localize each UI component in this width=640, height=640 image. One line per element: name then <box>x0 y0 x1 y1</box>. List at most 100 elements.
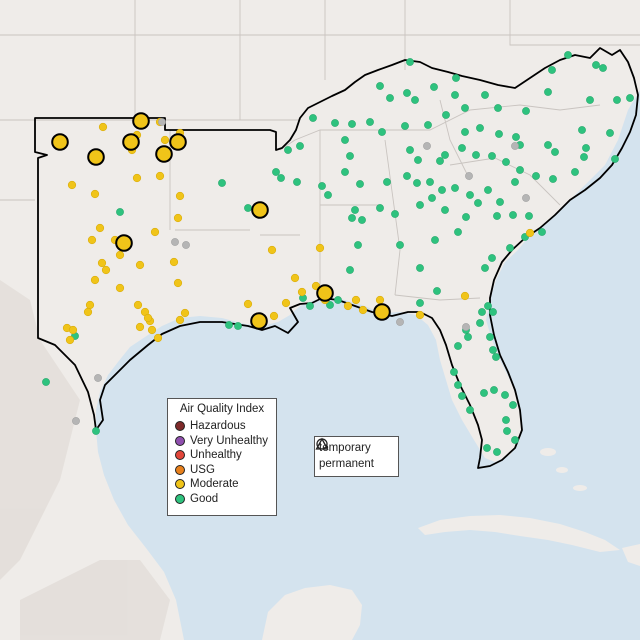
good-monitor[interactable] <box>413 179 421 187</box>
moderate-monitor[interactable] <box>135 260 145 270</box>
good-monitor[interactable] <box>478 308 486 316</box>
good-monitor[interactable] <box>483 444 491 452</box>
good-monitor[interactable] <box>582 144 590 152</box>
good-monitor[interactable] <box>92 427 100 435</box>
moderate-monitor[interactable] <box>415 310 425 320</box>
good-monitor[interactable] <box>426 178 434 186</box>
good-monitor[interactable] <box>234 322 242 330</box>
temporary-monitor-marker[interactable] <box>51 133 69 151</box>
good-monitor[interactable] <box>225 321 233 329</box>
moderate-monitor[interactable] <box>115 283 125 293</box>
moderate-monitor[interactable] <box>150 227 160 237</box>
good-monitor[interactable] <box>548 66 556 74</box>
temporary-monitor-marker[interactable] <box>155 145 173 163</box>
good-monitor[interactable] <box>358 216 366 224</box>
good-monitor[interactable] <box>613 96 621 104</box>
good-monitor[interactable] <box>578 126 586 134</box>
good-monitor[interactable] <box>218 179 226 187</box>
moderate-monitor[interactable] <box>147 325 157 335</box>
temporary-monitor-marker[interactable] <box>373 303 391 321</box>
moderate-monitor[interactable] <box>143 313 153 323</box>
moderate-monitor[interactable] <box>97 258 107 268</box>
good-monitor[interactable] <box>549 175 557 183</box>
moderate-monitor[interactable] <box>267 245 277 255</box>
good-monitor[interactable] <box>438 186 446 194</box>
moderate-monitor[interactable] <box>160 135 170 145</box>
moderate-monitor[interactable] <box>98 122 108 132</box>
good-monitor[interactable] <box>244 204 252 212</box>
good-monitor[interactable] <box>403 172 411 180</box>
good-monitor[interactable] <box>495 130 503 138</box>
good-monitor[interactable] <box>428 194 436 202</box>
no-data-monitor[interactable] <box>511 142 519 150</box>
good-monitor[interactable] <box>502 158 510 166</box>
good-monitor[interactable] <box>284 146 292 154</box>
temporary-monitor-marker[interactable] <box>115 234 133 252</box>
good-monitor[interactable] <box>496 198 504 206</box>
temporary-monitor-marker[interactable] <box>250 312 268 330</box>
good-monitor[interactable] <box>481 91 489 99</box>
good-monitor[interactable] <box>42 378 50 386</box>
no-data-monitor[interactable] <box>465 172 473 180</box>
good-monitor[interactable] <box>406 146 414 154</box>
good-monitor[interactable] <box>431 236 439 244</box>
moderate-monitor[interactable] <box>133 300 143 310</box>
no-data-monitor[interactable] <box>462 323 470 331</box>
good-monitor[interactable] <box>544 141 552 149</box>
good-monitor[interactable] <box>571 168 579 176</box>
good-monitor[interactable] <box>489 308 497 316</box>
moderate-monitor[interactable] <box>132 173 142 183</box>
good-monitor[interactable] <box>416 201 424 209</box>
good-monitor[interactable] <box>580 153 588 161</box>
good-monitor[interactable] <box>502 416 510 424</box>
good-monitor[interactable] <box>511 178 519 186</box>
good-monitor[interactable] <box>454 228 462 236</box>
good-monitor[interactable] <box>396 241 404 249</box>
good-monitor[interactable] <box>538 228 546 236</box>
good-monitor[interactable] <box>324 191 332 199</box>
moderate-monitor[interactable] <box>101 265 111 275</box>
good-monitor[interactable] <box>509 401 517 409</box>
good-monitor[interactable] <box>509 211 517 219</box>
good-monitor[interactable] <box>480 389 488 397</box>
good-monitor[interactable] <box>506 244 514 252</box>
good-monitor[interactable] <box>306 302 314 310</box>
no-data-monitor[interactable] <box>396 318 404 326</box>
good-monitor[interactable] <box>334 296 342 304</box>
good-monitor[interactable] <box>318 182 326 190</box>
moderate-monitor[interactable] <box>460 291 470 301</box>
moderate-monitor[interactable] <box>180 308 190 318</box>
moderate-monitor[interactable] <box>153 333 163 343</box>
good-monitor[interactable] <box>493 448 501 456</box>
no-data-monitor[interactable] <box>158 118 166 126</box>
good-monitor[interactable] <box>461 104 469 112</box>
good-monitor[interactable] <box>501 391 509 399</box>
good-monitor[interactable] <box>378 128 386 136</box>
good-monitor[interactable] <box>466 191 474 199</box>
good-monitor[interactable] <box>450 368 458 376</box>
good-monitor[interactable] <box>346 266 354 274</box>
moderate-monitor[interactable] <box>90 275 100 285</box>
good-monitor[interactable] <box>376 204 384 212</box>
good-monitor[interactable] <box>494 104 502 112</box>
good-monitor[interactable] <box>599 64 607 72</box>
moderate-monitor[interactable] <box>175 315 185 325</box>
moderate-monitor[interactable] <box>281 298 291 308</box>
good-monitor[interactable] <box>525 212 533 220</box>
good-monitor[interactable] <box>516 166 524 174</box>
good-monitor[interactable] <box>451 184 459 192</box>
temporary-monitor-marker[interactable] <box>169 133 187 151</box>
good-monitor[interactable] <box>486 333 494 341</box>
moderate-monitor[interactable] <box>269 311 279 321</box>
moderate-monitor[interactable] <box>90 189 100 199</box>
temporary-monitor-marker[interactable] <box>251 201 269 219</box>
moderate-monitor[interactable] <box>67 180 77 190</box>
moderate-monitor[interactable] <box>315 243 325 253</box>
good-monitor[interactable] <box>272 168 280 176</box>
temporary-monitor-marker[interactable] <box>87 148 105 166</box>
moderate-monitor[interactable] <box>358 305 368 315</box>
no-data-monitor[interactable] <box>423 142 431 150</box>
no-data-monitor[interactable] <box>171 238 179 246</box>
good-monitor[interactable] <box>376 82 384 90</box>
good-monitor[interactable] <box>490 386 498 394</box>
